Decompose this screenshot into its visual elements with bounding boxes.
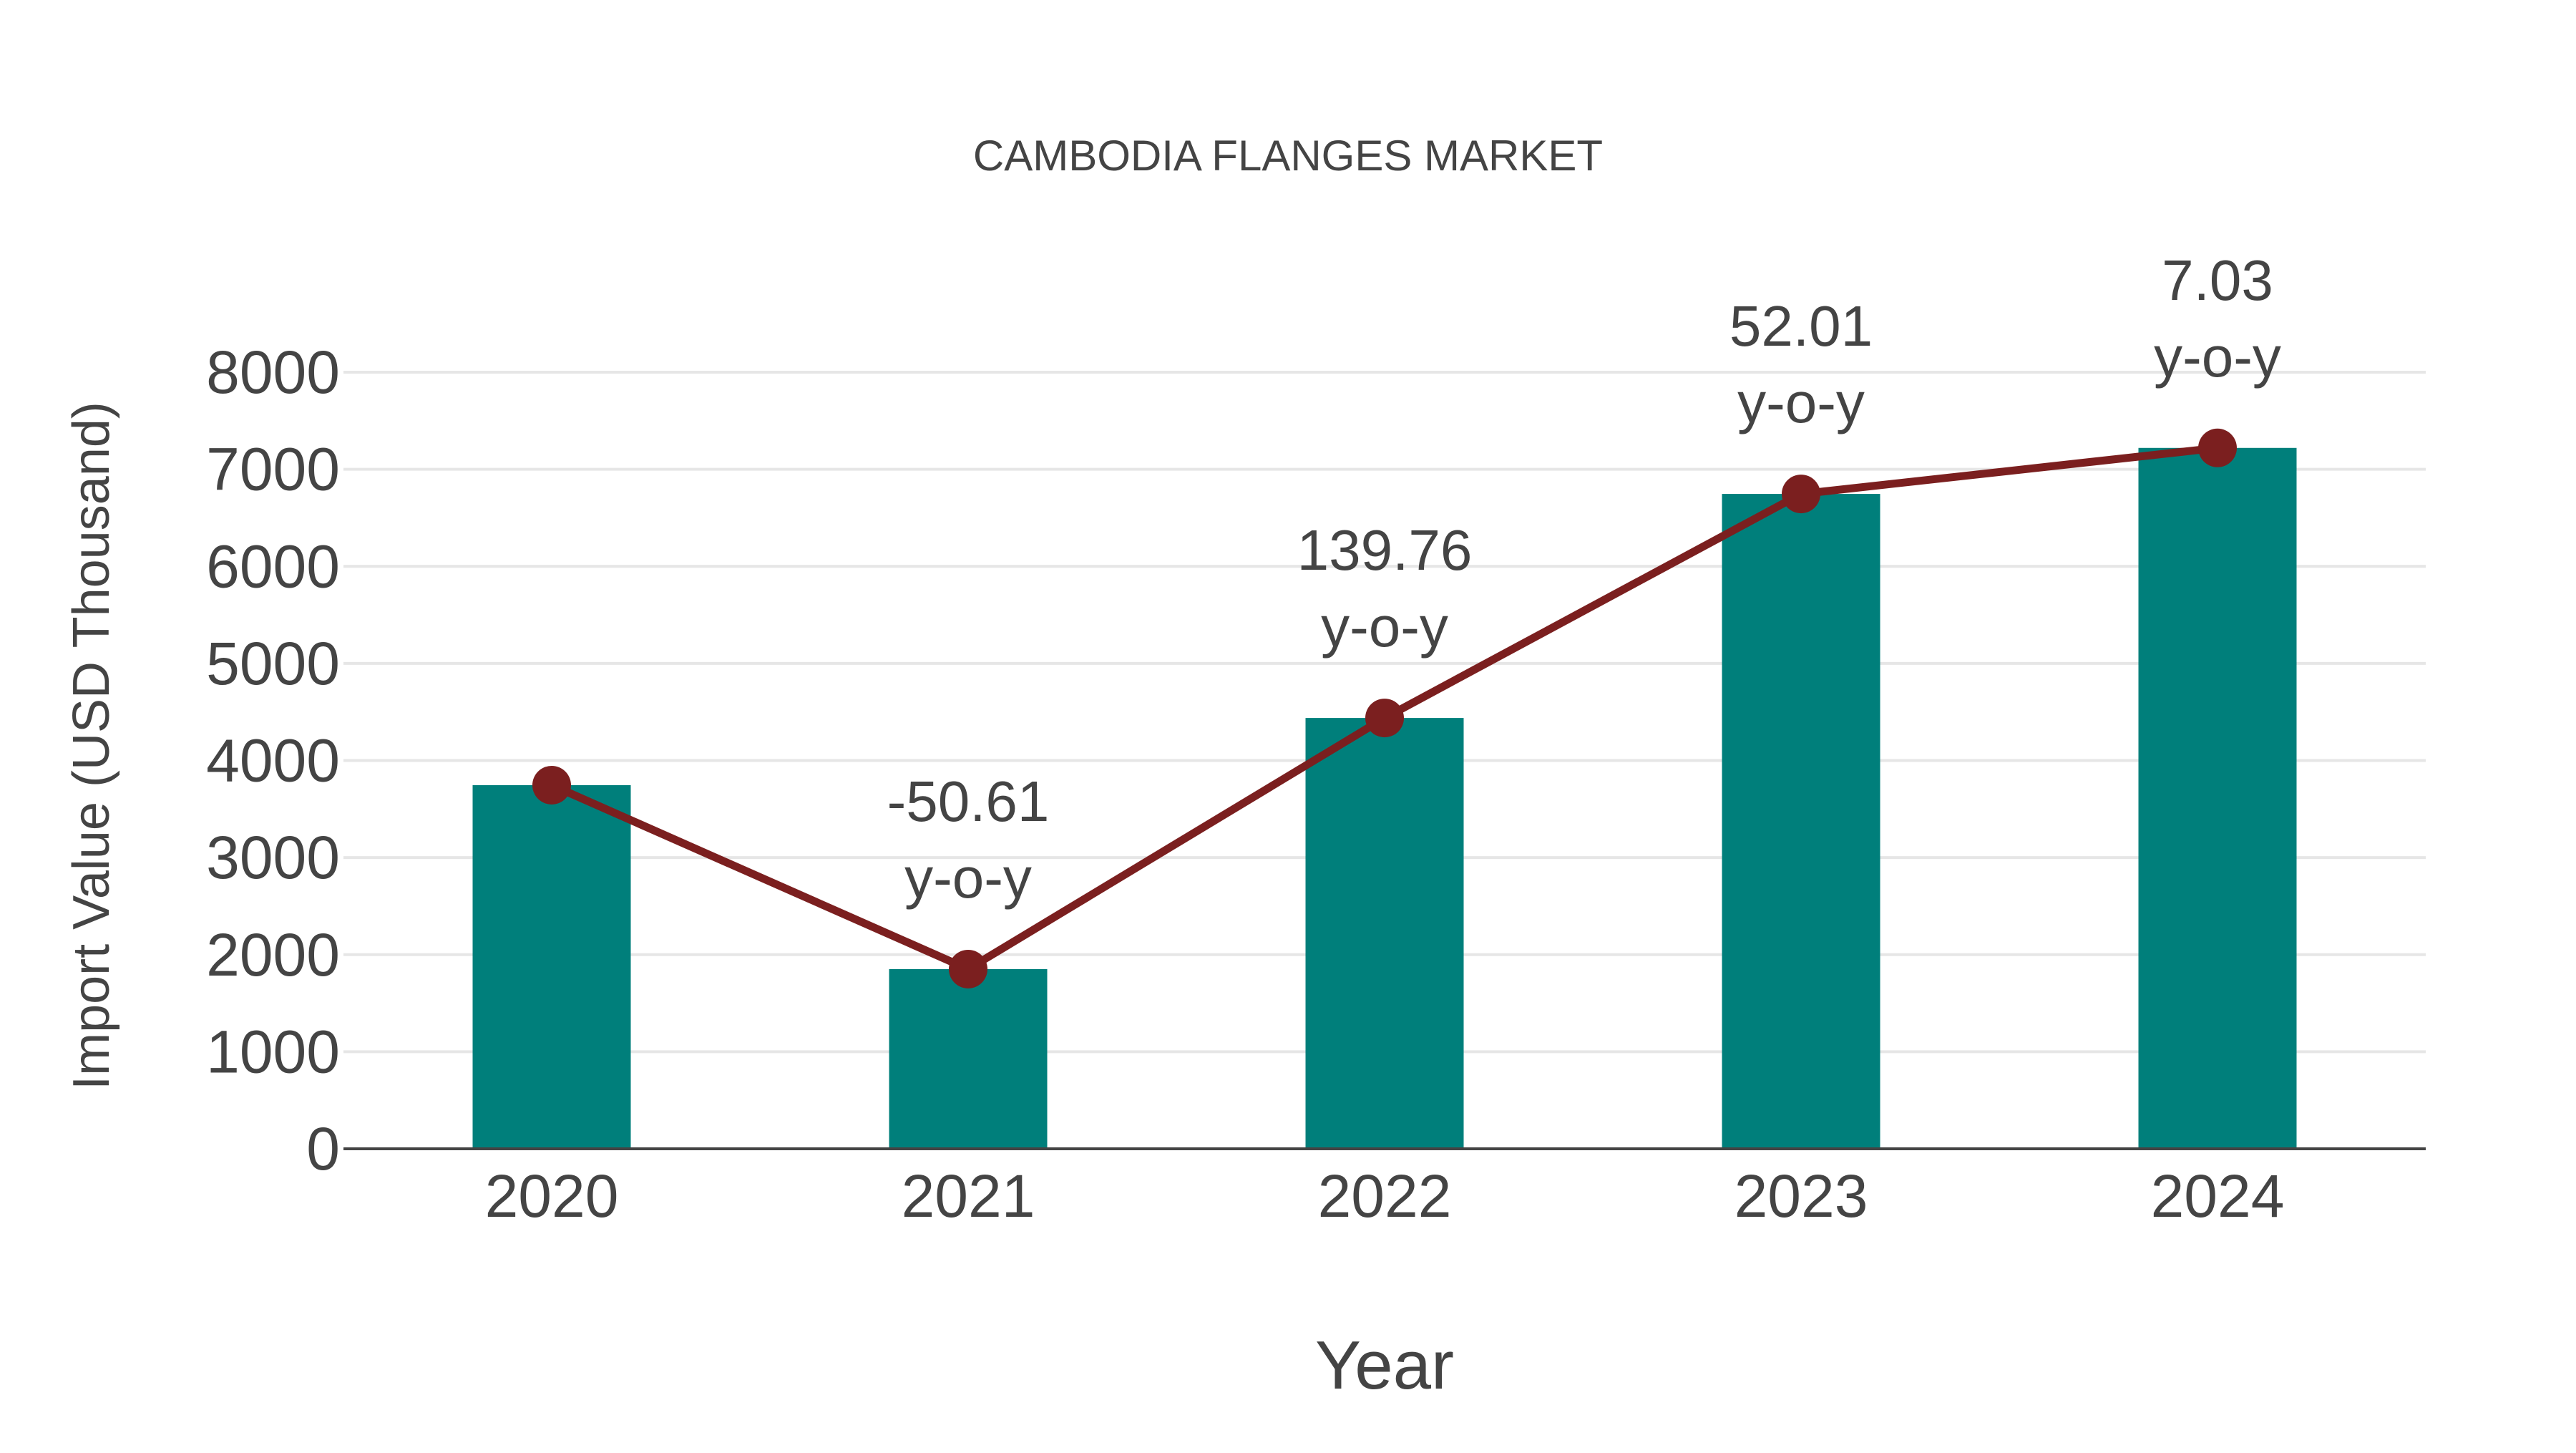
y-tick-label: 3000 [206,824,340,891]
bar-2021[interactable] [889,968,1048,1149]
line-marker-2020[interactable] [532,765,571,805]
y-tick-label: 8000 [206,339,340,406]
y-tick-label: 7000 [206,436,340,503]
line-marker-2024[interactable] [2198,428,2237,467]
trend-line [532,428,2237,988]
yoy-value-label: -50.61 [887,769,1050,833]
bar-2023[interactable] [1722,494,1880,1149]
line-marker-2021[interactable] [949,949,987,988]
bars [472,447,2297,1149]
y-tick-label: 4000 [206,727,340,794]
yoy-annotations: -50.61 y-o-y 139.76 y-o-y 52.01 y-o-y 7.03 y-o-… [887,248,2281,910]
x-tick-label: 2023 [1735,1162,1868,1230]
yoy-value-label: 7.03 [2162,248,2273,312]
line-marker-2022[interactable] [1365,699,1404,738]
yoy-suffix-label: y-o-y [1737,371,1865,434]
bar-2022[interactable] [1305,718,1464,1149]
y-axis-title: Import Value (USD Thousand) [63,402,120,1090]
x-tick-label: 2020 [485,1162,619,1230]
line-marker-2023[interactable] [1782,475,1820,514]
x-axis-title: Year [1315,1327,1454,1404]
yoy-suffix-label: y-o-y [2154,325,2281,389]
bar-2020[interactable] [472,784,631,1149]
x-tick-label: 2022 [1318,1162,1452,1230]
y-axis-ticks: 0 1000 2000 3000 4000 5000 6000 7000 8000 [206,339,340,1182]
x-tick-label: 2021 [902,1162,1035,1230]
y-tick-label: 2000 [206,921,340,988]
yoy-value-label: 52.01 [1729,294,1873,358]
yoy-value-label: 139.76 [1297,518,1473,582]
y-tick-label: 6000 [206,533,340,600]
bar-2024[interactable] [2138,447,2297,1149]
yoy-suffix-label: y-o-y [904,846,1032,910]
x-tick-label: 2024 [2151,1162,2285,1230]
x-axis-ticks: 2020 2021 2022 2023 2024 [485,1162,2285,1230]
y-tick-label: 0 [306,1115,340,1182]
y-tick-label: 1000 [206,1018,340,1085]
chart-title: CAMBODIA FLANGES MARKET [973,132,1603,180]
yoy-suffix-label: y-o-y [1321,595,1448,659]
y-tick-label: 5000 [206,630,340,697]
